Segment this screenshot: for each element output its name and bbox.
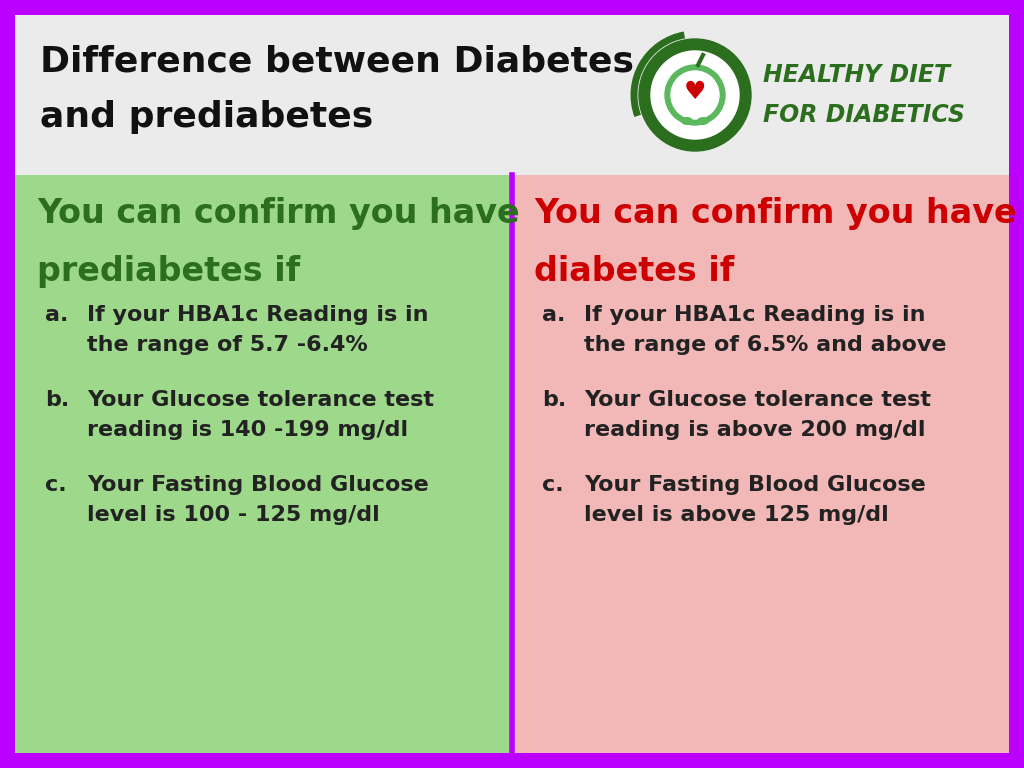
- Text: a.: a.: [542, 305, 565, 325]
- Text: You can confirm you have: You can confirm you have: [37, 197, 519, 230]
- Circle shape: [651, 51, 739, 139]
- Text: reading is 140 -199 mg/dl: reading is 140 -199 mg/dl: [87, 420, 409, 440]
- Text: ♥: ♥: [684, 80, 707, 104]
- Text: and prediabetes: and prediabetes: [40, 100, 374, 134]
- Text: prediabetes if: prediabetes if: [37, 255, 300, 288]
- Circle shape: [671, 71, 719, 119]
- Text: b.: b.: [542, 390, 566, 410]
- Text: You can confirm you have: You can confirm you have: [534, 197, 1017, 230]
- Text: Your Glucose tolerance test: Your Glucose tolerance test: [584, 390, 931, 410]
- Bar: [512, 175, 1009, 753]
- Bar: [15, 15, 1009, 175]
- Text: Your Fasting Blood Glucose: Your Fasting Blood Glucose: [87, 475, 429, 495]
- Text: level is 100 - 125 mg/dl: level is 100 - 125 mg/dl: [87, 505, 380, 525]
- Text: level is above 125 mg/dl: level is above 125 mg/dl: [584, 505, 889, 525]
- Text: HEALTHY DIET: HEALTHY DIET: [763, 63, 950, 87]
- Bar: [15, 175, 512, 753]
- Text: If your HBA1c Reading is in: If your HBA1c Reading is in: [584, 305, 926, 325]
- Text: diabetes if: diabetes if: [534, 255, 734, 288]
- Text: FOR DIABETICS: FOR DIABETICS: [763, 103, 965, 127]
- Text: If your HBA1c Reading is in: If your HBA1c Reading is in: [87, 305, 428, 325]
- Text: the range of 5.7 -6.4%: the range of 5.7 -6.4%: [87, 335, 368, 355]
- Circle shape: [639, 39, 751, 151]
- Text: reading is above 200 mg/dl: reading is above 200 mg/dl: [584, 420, 926, 440]
- Text: Your Glucose tolerance test: Your Glucose tolerance test: [87, 390, 434, 410]
- Circle shape: [665, 65, 725, 125]
- Text: the range of 6.5% and above: the range of 6.5% and above: [584, 335, 946, 355]
- Text: Difference between Diabetes: Difference between Diabetes: [40, 45, 634, 79]
- Text: a.: a.: [45, 305, 69, 325]
- Text: b.: b.: [45, 390, 70, 410]
- Ellipse shape: [681, 117, 693, 125]
- Text: c.: c.: [542, 475, 563, 495]
- Text: c.: c.: [45, 475, 67, 495]
- Ellipse shape: [697, 117, 709, 125]
- Text: Your Fasting Blood Glucose: Your Fasting Blood Glucose: [584, 475, 926, 495]
